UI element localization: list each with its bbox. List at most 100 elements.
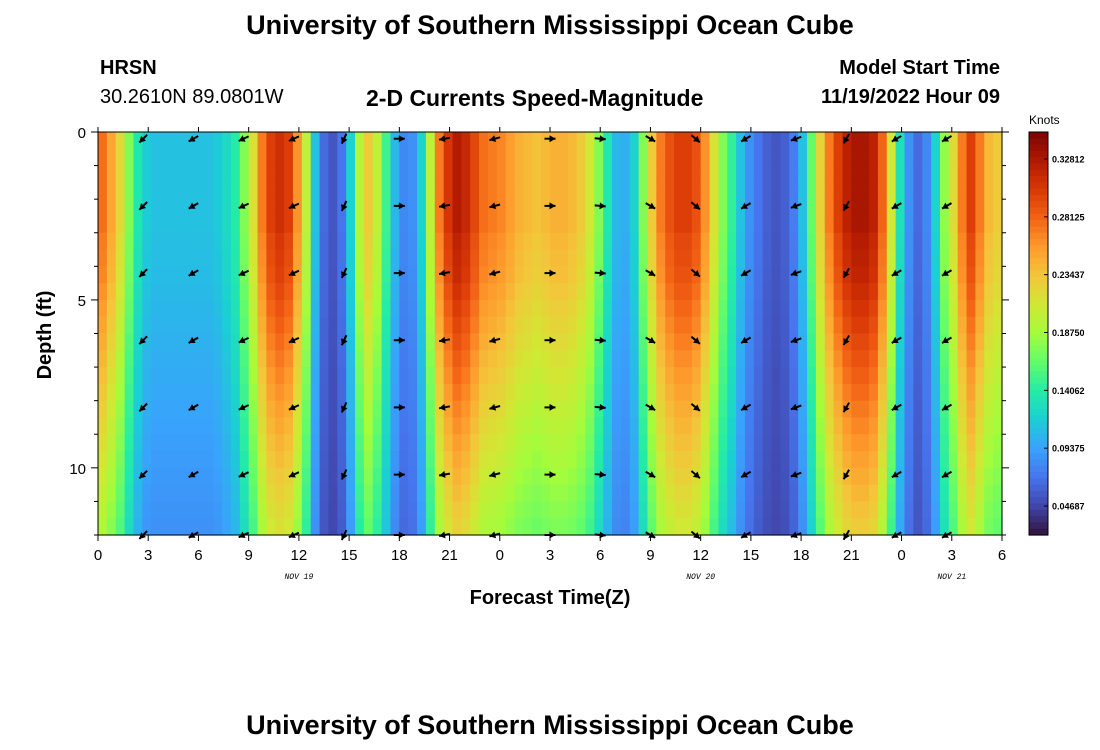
- heatmap-cell: [780, 367, 790, 385]
- heatmap-cell: [98, 467, 108, 486]
- heatmap-cell: [736, 417, 746, 435]
- heatmap-cell: [709, 283, 719, 301]
- heatmap-cell: [213, 350, 223, 368]
- heatmap-cell: [434, 484, 445, 503]
- heatmap-cell: [824, 484, 835, 503]
- heatmap-cell: [390, 400, 400, 419]
- heatmap-cell: [470, 367, 480, 385]
- heatmap-cell: [514, 501, 525, 519]
- heatmap-cell: [744, 333, 755, 351]
- heatmap-cell: [585, 417, 595, 435]
- heatmap-cell: [390, 451, 400, 469]
- colorbar-tick-label: 0.09375: [1052, 444, 1085, 454]
- heatmap-cell: [895, 400, 906, 419]
- heatmap-cell: [638, 484, 649, 503]
- heatmap-cell: [230, 148, 241, 167]
- heatmap-cell: [975, 367, 985, 385]
- x-tick-label: 9: [244, 547, 252, 564]
- heatmap-cell: [877, 400, 888, 419]
- heatmap-cell: [904, 182, 914, 200]
- heatmap-cell: [975, 182, 985, 200]
- heatmap-cell: [505, 316, 516, 335]
- heatmap-cell: [523, 266, 533, 284]
- current-arrow-head: [942, 269, 949, 276]
- current-arrow-head: [439, 336, 446, 344]
- heatmap-cell: [753, 400, 764, 419]
- heatmap-cell: [496, 215, 507, 234]
- heatmap-cell: [736, 232, 746, 251]
- heatmap-cell: [301, 518, 312, 536]
- heatmap-cell: [168, 299, 179, 318]
- heatmap-cell: [115, 333, 126, 351]
- heatmap-cell: [346, 518, 356, 536]
- heatmap-cell: [487, 350, 498, 368]
- heatmap-cell: [337, 350, 347, 368]
- heatmap-cell: [815, 400, 826, 419]
- current-arrow-head: [439, 269, 446, 277]
- heatmap-cell: [727, 249, 737, 267]
- current-arrow: [941, 269, 953, 277]
- heatmap-cell: [452, 451, 462, 469]
- heatmap-cell: [310, 501, 321, 519]
- heatmap-cell: [133, 182, 143, 200]
- current-arrow: [740, 269, 752, 277]
- heatmap-cell: [931, 316, 941, 335]
- heatmap-cell: [381, 299, 392, 318]
- heatmap-cell: [372, 400, 383, 419]
- heatmap-cell: [550, 215, 560, 234]
- heatmap-cell: [691, 299, 702, 318]
- heatmap-cell: [789, 417, 799, 435]
- heatmap-cell: [310, 266, 321, 284]
- heatmap-cell: [895, 333, 906, 351]
- heatmap-cell: [984, 451, 994, 469]
- heatmap-cell: [257, 350, 267, 368]
- heatmap-cell: [470, 165, 480, 183]
- heatmap-cell: [904, 199, 914, 217]
- heatmap-cell: [771, 316, 782, 335]
- heatmap-cell: [682, 501, 693, 519]
- heatmap-cell: [222, 383, 232, 402]
- heatmap-cell: [824, 266, 835, 284]
- heatmap-cell: [106, 501, 117, 519]
- heatmap-cell: [718, 132, 728, 150]
- heatmap-cell: [656, 148, 666, 167]
- heatmap-cell: [443, 148, 454, 167]
- heatmap-cell: [532, 333, 542, 351]
- colorbar-segment: [1029, 320, 1048, 328]
- heatmap-cell: [124, 367, 135, 385]
- heatmap-cell: [452, 199, 462, 217]
- heatmap-cell: [771, 434, 782, 452]
- heatmap-cell: [691, 350, 702, 368]
- heatmap-cell: [984, 148, 994, 167]
- heatmap-cell: [647, 148, 657, 167]
- heatmap-cell: [248, 232, 259, 251]
- heatmap-cell: [665, 283, 675, 301]
- heatmap-cell: [700, 367, 711, 385]
- heatmap-cell: [142, 333, 152, 351]
- heatmap-cell: [319, 165, 330, 183]
- heatmap-cell: [674, 165, 684, 183]
- heatmap-cell: [682, 182, 693, 200]
- heatmap-cell: [612, 266, 622, 284]
- heatmap-cell: [284, 367, 294, 385]
- heatmap-cell: [904, 316, 914, 335]
- heatmap-cell: [612, 215, 622, 234]
- heatmap-cell: [204, 148, 214, 167]
- heatmap-cell: [115, 165, 126, 183]
- heatmap-cell: [665, 501, 675, 519]
- heatmap-cell: [780, 249, 790, 267]
- heatmap-cell: [213, 417, 223, 435]
- heatmap-cell: [372, 467, 383, 486]
- current-arrow-head: [891, 269, 899, 276]
- heatmap-cell: [674, 501, 684, 519]
- heatmap-cell: [558, 400, 569, 419]
- heatmap-cell: [815, 417, 826, 435]
- heatmap-cell: [789, 165, 799, 183]
- heatmap-cell: [550, 333, 560, 351]
- heatmap-cell: [470, 467, 480, 486]
- heatmap-cell: [381, 215, 392, 234]
- current-arrow: [238, 336, 250, 344]
- heatmap-cell: [142, 367, 152, 385]
- heatmap-cell: [869, 299, 879, 318]
- heatmap-cell: [550, 165, 560, 183]
